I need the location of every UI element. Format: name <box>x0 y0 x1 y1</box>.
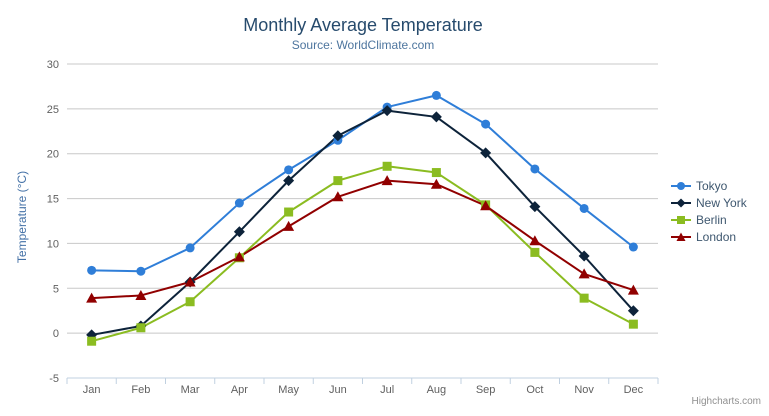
legend-label: Berlin <box>696 212 727 227</box>
x-axis-label: Aug <box>427 384 447 396</box>
data-point-berlin[interactable] <box>579 293 589 303</box>
triangle-series-marker-icon <box>671 232 691 241</box>
legend-item-new-york[interactable]: New York <box>671 194 747 211</box>
data-point-tokyo[interactable] <box>431 90 441 100</box>
y-axis-label: 25 <box>47 104 59 116</box>
data-point-tokyo[interactable] <box>136 266 146 276</box>
data-point-london[interactable] <box>233 251 245 262</box>
legend-label: Tokyo <box>696 178 728 193</box>
data-point-london[interactable] <box>430 178 442 189</box>
data-point-new-york[interactable] <box>233 226 245 238</box>
y-axis-label: -5 <box>49 373 59 385</box>
data-point-new-york[interactable] <box>283 175 295 187</box>
y-axis-label: 20 <box>47 149 59 161</box>
x-axis-label: Sep <box>476 384 496 396</box>
diamond-series-marker-icon <box>671 198 691 207</box>
data-point-tokyo[interactable] <box>234 198 244 208</box>
y-axis-label: 10 <box>47 238 59 250</box>
data-point-berlin[interactable] <box>382 161 392 171</box>
data-point-new-york[interactable] <box>332 130 344 142</box>
data-point-berlin[interactable] <box>530 247 540 257</box>
x-axis-label: Oct <box>526 384 543 396</box>
data-point-new-york[interactable] <box>578 250 590 262</box>
data-point-london[interactable] <box>86 292 98 303</box>
series-line-tokyo <box>90 94 635 273</box>
data-point-new-york[interactable] <box>480 147 492 159</box>
data-point-new-york[interactable] <box>381 105 393 117</box>
y-axis-label: 5 <box>53 283 59 295</box>
export-menu-button[interactable] <box>733 18 757 40</box>
data-point-london[interactable] <box>627 284 639 295</box>
x-axis-label: May <box>278 384 299 396</box>
data-point-berlin[interactable] <box>431 168 441 178</box>
legend-item-tokyo[interactable]: Tokyo <box>671 177 747 194</box>
data-point-tokyo[interactable] <box>87 265 97 275</box>
legend-item-london[interactable]: London <box>671 228 747 245</box>
y-axis-label: 15 <box>47 194 59 206</box>
data-point-london[interactable] <box>578 268 590 279</box>
data-point-london[interactable] <box>184 276 196 287</box>
y-axis-label: 30 <box>47 59 59 71</box>
legend: Tokyo New York Berlin London <box>671 177 747 245</box>
series-line-new-york <box>90 109 635 336</box>
data-point-tokyo[interactable] <box>579 203 589 213</box>
data-point-berlin[interactable] <box>284 207 294 217</box>
data-point-new-york[interactable] <box>529 201 541 213</box>
chart-title: Monthly Average Temperature <box>243 15 483 35</box>
data-point-new-york[interactable] <box>430 111 442 123</box>
data-point-tokyo[interactable] <box>284 165 294 175</box>
data-point-berlin[interactable] <box>185 297 195 307</box>
x-axis-label: Mar <box>181 384 200 396</box>
series-line-berlin <box>90 165 635 343</box>
data-point-london[interactable] <box>480 200 492 211</box>
square-series-marker-icon <box>671 215 691 224</box>
data-point-london[interactable] <box>135 289 147 300</box>
data-point-berlin[interactable] <box>136 323 146 333</box>
data-point-london[interactable] <box>332 191 344 202</box>
x-axis-label: Nov <box>574 384 594 396</box>
highcharts-credit[interactable]: Highcharts.com <box>691 396 761 407</box>
data-point-tokyo[interactable] <box>185 243 195 253</box>
data-point-london[interactable] <box>381 175 393 186</box>
x-axis-label: Feb <box>131 384 150 396</box>
x-axis-label: Dec <box>624 384 644 396</box>
x-axis-label: Jan <box>83 384 101 396</box>
chart-subtitle: Source: WorldClimate.com <box>291 38 435 52</box>
series-line-london <box>90 179 635 300</box>
data-point-berlin[interactable] <box>87 336 97 346</box>
x-axis-label: Jul <box>380 384 394 396</box>
legend-label: London <box>696 229 737 244</box>
data-point-london[interactable] <box>529 235 541 246</box>
data-point-new-york[interactable] <box>627 305 639 317</box>
y-axis-label: 0 <box>53 328 59 340</box>
legend-label: New York <box>696 195 747 210</box>
data-point-berlin[interactable] <box>628 319 638 329</box>
legend-item-berlin[interactable]: Berlin <box>671 211 747 228</box>
data-point-tokyo[interactable] <box>530 164 540 174</box>
data-point-berlin[interactable] <box>333 176 343 186</box>
data-point-london[interactable] <box>283 220 295 231</box>
data-point-tokyo[interactable] <box>628 242 638 252</box>
data-point-tokyo[interactable] <box>481 119 491 129</box>
x-axis-label: Apr <box>231 384 248 396</box>
x-axis-label: Jun <box>329 384 347 396</box>
circle-series-marker-icon <box>671 181 691 190</box>
